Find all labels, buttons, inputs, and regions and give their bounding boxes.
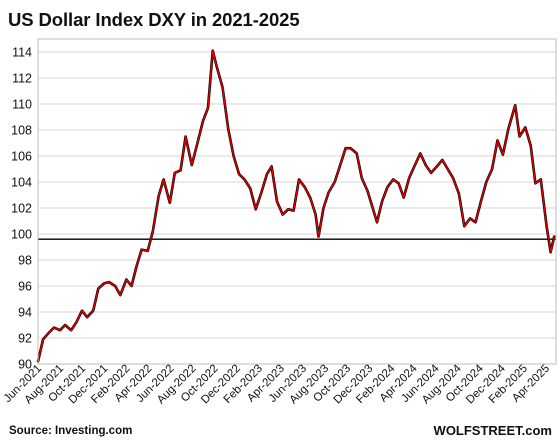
plot-frame <box>37 38 557 365</box>
y-tick-label: 102 <box>11 202 32 216</box>
series-line <box>37 50 555 363</box>
y-tick-label: 108 <box>11 124 32 138</box>
y-tick-label: 90 <box>18 358 32 372</box>
y-tick-label: 96 <box>18 280 32 294</box>
chart-title: US Dollar Index DXY in 2021-2025 <box>8 9 300 30</box>
y-tick-label: 94 <box>18 306 32 320</box>
gridlines <box>38 51 556 365</box>
plot-border <box>37 38 557 365</box>
y-tick-label: 100 <box>11 228 32 242</box>
y-axis-tick-labels: 90 92 94 96 98 100 102 104 106 108 110 112 114 <box>11 46 32 372</box>
y-tick-label: 98 <box>18 254 32 268</box>
y-tick-label: 104 <box>11 176 32 190</box>
series-shadow <box>36 49 556 363</box>
y-tick-label: 110 <box>12 98 32 112</box>
y-tick-label: 106 <box>11 150 32 164</box>
y-tick-label: 92 <box>18 332 32 346</box>
y-tick-label: 114 <box>12 46 32 60</box>
brand-watermark: WOLFSTREET.com <box>433 423 552 438</box>
source-note: Source: Investing.com <box>9 425 133 437</box>
x-axis-tick-labels: Jun-2021Aug-2021Oct-2021Dec-2021Feb-2022… <box>2 362 552 406</box>
series-group <box>36 49 556 363</box>
y-tick-label: 112 <box>12 72 32 86</box>
